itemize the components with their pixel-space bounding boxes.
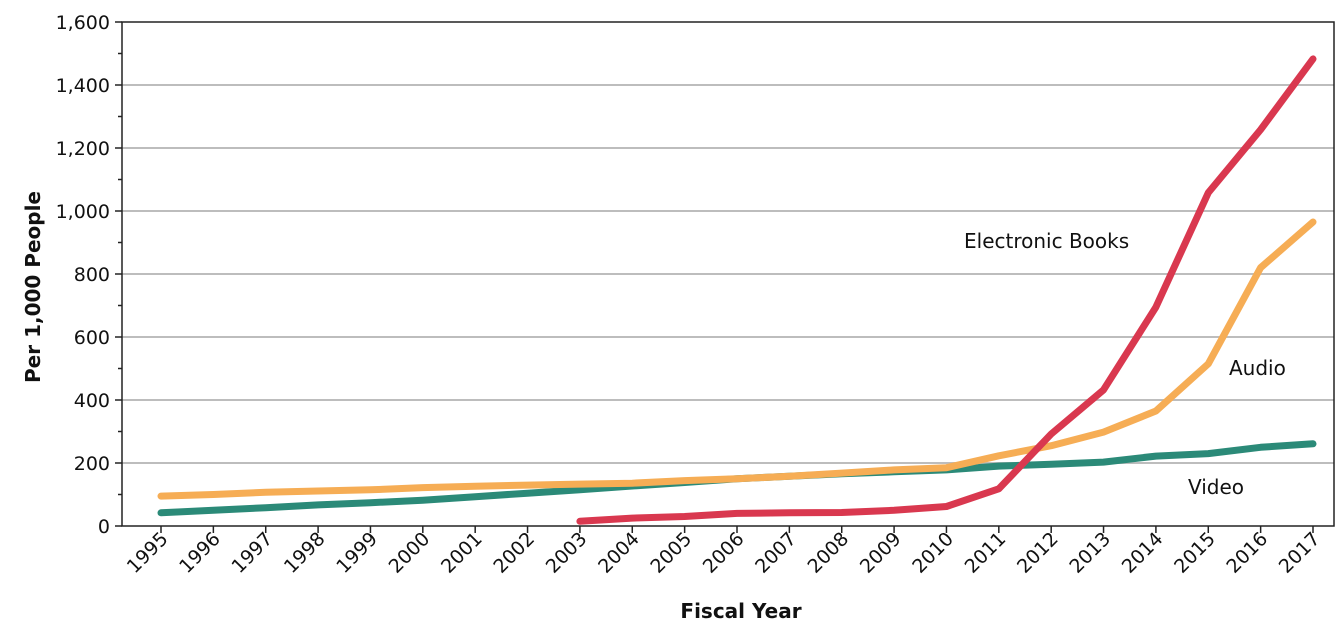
y-tick-label: 0 bbox=[98, 516, 110, 538]
y-tick-label: 200 bbox=[74, 453, 110, 475]
x-tick-label: 1999 bbox=[332, 528, 382, 578]
plot-frame bbox=[121, 21, 1335, 527]
series-lines bbox=[157, 55, 1317, 525]
x-tick-label: 2002 bbox=[489, 528, 539, 578]
y-tick-label: 1,200 bbox=[56, 138, 110, 160]
x-tick-label: 2017 bbox=[1275, 528, 1325, 578]
x-axis-title: Fiscal Year bbox=[680, 599, 801, 623]
x-tick-label: 2011 bbox=[961, 528, 1011, 578]
x-tick-label: 2006 bbox=[699, 528, 749, 578]
x-tick-label: 1997 bbox=[228, 528, 278, 578]
x-tick-label: 2003 bbox=[542, 528, 592, 578]
x-tick-label: 1995 bbox=[123, 528, 173, 578]
x-tick-label: 2001 bbox=[437, 528, 487, 578]
x-tick-label: 2013 bbox=[1065, 528, 1115, 578]
y-axis-title: Per 1,000 People bbox=[21, 191, 45, 383]
series-label-electronic-books: Electronic Books bbox=[964, 229, 1129, 253]
series-line-audio bbox=[157, 218, 1317, 500]
x-tick-label: 2012 bbox=[1013, 528, 1063, 578]
x-tick-label: 1996 bbox=[175, 528, 225, 578]
x-tick-label: 2015 bbox=[1170, 528, 1220, 578]
y-tick-label: 1,600 bbox=[56, 12, 110, 34]
y-tick-label: 400 bbox=[74, 390, 110, 412]
x-tick-label: 2005 bbox=[646, 528, 696, 578]
series-label-video: Video bbox=[1188, 475, 1244, 499]
x-axis-ticks: 1995 1996 1997 1998 1999 2000 2001 2002 2003 2004… bbox=[123, 526, 1325, 578]
x-tick-label: 1998 bbox=[280, 528, 330, 578]
series-line-electronic-books bbox=[576, 55, 1317, 525]
series-labels: Video Audio Electronic Books bbox=[964, 229, 1286, 499]
y-tick-label: 600 bbox=[74, 327, 110, 349]
y-axis-ticks: 0 200 400 600 800 1,000 1,200 1,400 1,600 bbox=[56, 12, 122, 538]
gridlines bbox=[122, 84, 1334, 464]
y-tick-label: 1,000 bbox=[56, 201, 110, 223]
x-tick-label: 2010 bbox=[908, 528, 958, 578]
x-tick-label: 2016 bbox=[1222, 528, 1272, 578]
series-label-audio: Audio bbox=[1229, 356, 1286, 380]
x-tick-label: 2009 bbox=[856, 528, 906, 578]
x-tick-label: 2014 bbox=[1118, 528, 1168, 578]
x-tick-label: 2008 bbox=[804, 528, 854, 578]
x-tick-label: 2000 bbox=[385, 528, 435, 578]
y-tick-label: 1,400 bbox=[56, 75, 110, 97]
x-tick-label: 2004 bbox=[594, 528, 644, 578]
x-tick-label: 2007 bbox=[751, 528, 801, 578]
axes bbox=[121, 21, 1335, 527]
y-tick-label: 800 bbox=[74, 264, 110, 286]
